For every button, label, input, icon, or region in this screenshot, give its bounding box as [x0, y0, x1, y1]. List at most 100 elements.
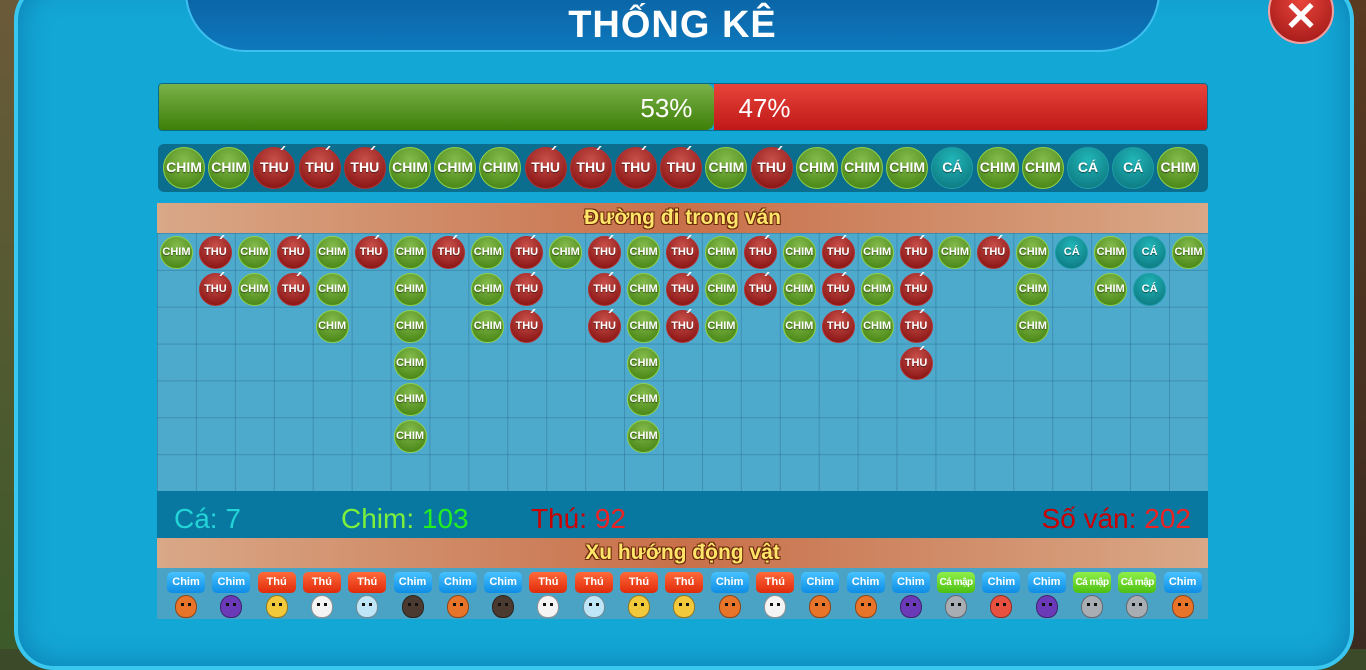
result-ball-thu: THU — [588, 272, 622, 306]
result-ball-label: CHIM — [395, 245, 425, 258]
trend-tag: Thú — [529, 572, 568, 593]
result-ball-chim: CHIM — [163, 147, 205, 189]
result-ball-thu: THU — [899, 272, 933, 306]
result-ball-label: CHIM — [473, 245, 502, 258]
result-ball-chim: CHIM — [393, 272, 427, 306]
rooster-icon — [1171, 595, 1194, 618]
result-ball-chim: CHIM — [1157, 147, 1200, 189]
result-ball-label: CHIM — [785, 319, 814, 332]
result-ball-label: THU — [305, 148, 334, 187]
result-ball-chim: CHIM — [704, 309, 738, 343]
result-ball-label: CHIM — [785, 245, 814, 258]
result-ball-label: THU — [531, 148, 560, 187]
result-ball-label: THU — [515, 274, 538, 304]
trend-tag: Thú — [348, 572, 387, 593]
result-ball-thu: THU — [899, 346, 933, 380]
result-ball-label: THU — [671, 274, 694, 304]
result-ball-thu: THU — [510, 272, 544, 306]
trend-title: Xu hướng động vật — [157, 538, 1208, 568]
result-ball-label: THU — [983, 237, 1006, 267]
result-ball-label: THU — [667, 148, 696, 187]
result-ball-label: THU — [827, 274, 850, 304]
rooster-icon — [854, 595, 877, 618]
chim-value: 103 — [421, 503, 469, 534]
result-ball-chim: CHIM — [471, 235, 505, 269]
result-ball-thu: THU — [666, 272, 699, 306]
pigeon-icon — [990, 595, 1013, 618]
road-title: Đường đi trong ván — [157, 203, 1208, 233]
trend-tag: Cá mập — [1073, 572, 1111, 593]
result-ball-label: CHIM — [1018, 319, 1047, 332]
close-x-icon: ✕ — [1284, 0, 1318, 39]
trend-tag: Chim — [212, 572, 251, 593]
result-ball-thu: THU — [253, 147, 296, 189]
result-ball-label: CHIM — [162, 245, 191, 258]
recent-results-strip: CHIM CHIM THU THU THU CHIM CHIM CHIM THU THU THU TH… — [158, 144, 1208, 192]
owl-icon — [899, 595, 922, 618]
result-ball-thu: THU — [298, 147, 341, 189]
owl-icon — [220, 595, 243, 618]
result-ball-chim: CHIM — [938, 235, 972, 269]
result-ball-label: CÁ — [1077, 159, 1099, 175]
result-ball-thu: THU — [821, 235, 855, 269]
result-ball-label: CHIM — [392, 159, 428, 175]
result-ball-chim: CHIM — [1021, 147, 1064, 189]
result-ball-ca: CÁ — [1112, 147, 1155, 189]
trend-tag: Cá mập — [1118, 572, 1157, 593]
result-ball-label: CHIM — [1018, 282, 1047, 295]
result-ball-label: THU — [350, 148, 379, 187]
result-ball-chim: CHIM — [1094, 235, 1128, 269]
result-ball-chim: CHIM — [627, 235, 661, 269]
rooster-icon — [718, 595, 741, 618]
result-ball-label: THU — [282, 237, 305, 267]
result-ball-label: THU — [749, 274, 772, 304]
result-ball-label: CHIM — [629, 282, 658, 295]
result-ball-ca: CÁ — [931, 147, 974, 189]
result-ball-ca: CÁ — [1133, 235, 1167, 269]
result-ball-chim: CHIM — [627, 346, 661, 380]
result-ball-ca: CÁ — [1055, 235, 1089, 269]
page-title: THỐNG KÊ — [568, 4, 777, 46]
result-ball-chim: CHIM — [471, 309, 505, 343]
result-ball-label: CHIM — [395, 430, 425, 443]
header-tab: THỐNG KÊ — [185, 0, 1160, 52]
result-ball-label: CHIM — [1018, 245, 1047, 258]
rooster-icon — [446, 595, 469, 618]
result-ball-thu: THU — [198, 235, 232, 269]
result-ball-chim: CHIM — [782, 235, 816, 269]
result-ball-label: CHIM — [318, 245, 347, 258]
result-ball-chim: CHIM — [627, 272, 661, 306]
result-ball-chim: CHIM — [1016, 309, 1050, 343]
trend-tag: Chim — [1163, 572, 1202, 593]
trend-tag: Thú — [574, 572, 613, 593]
result-ball-ca: CÁ — [1067, 147, 1109, 189]
trend-tag: Thú — [620, 572, 658, 593]
result-ball-label: CHIM — [395, 319, 425, 332]
trend-tag: Chim — [982, 572, 1021, 593]
result-ball-label: CHIM — [482, 159, 519, 175]
result-ball-label: CHIM — [629, 245, 658, 258]
thu-label: Thú: — [531, 503, 595, 534]
result-ball-thu: THU — [588, 309, 622, 343]
result-ball-label: CÁ — [1141, 245, 1158, 258]
result-ball-label: CHIM — [785, 282, 814, 295]
trend-tag: Chim — [891, 572, 930, 593]
result-ball-label: CHIM — [551, 245, 580, 258]
result-ball-thu: THU — [276, 235, 310, 269]
result-ball-label: CHIM — [395, 393, 425, 406]
result-ball-thu: THU — [821, 272, 855, 306]
result-ball-ca: CÁ — [1133, 272, 1167, 306]
result-ball-chim: CHIM — [393, 420, 427, 454]
result-ball-chim: CHIM — [393, 309, 427, 343]
result-ball-label: CHIM — [708, 159, 745, 175]
trend-tag: Thú — [257, 572, 296, 593]
rabbit-icon — [582, 595, 605, 618]
result-ball-thu: THU — [432, 235, 466, 269]
result-ball-chim: CHIM — [237, 272, 271, 306]
result-ball-label: CHIM — [318, 319, 347, 332]
result-ball-label: THU — [671, 311, 694, 341]
result-ball-label: THU — [593, 237, 616, 267]
result-ball-label: THU — [671, 237, 694, 267]
trend-tag: Chim — [484, 572, 523, 593]
result-ball-thu: THU — [510, 309, 544, 343]
